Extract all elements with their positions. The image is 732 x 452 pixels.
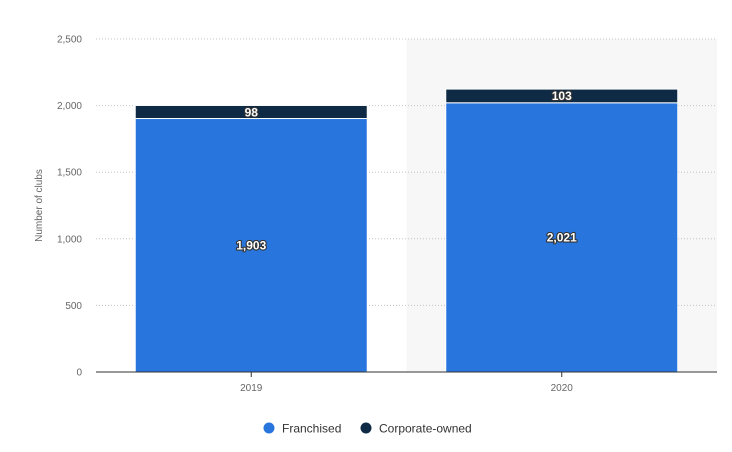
legend-marker [360,422,372,434]
y-tick-label: 1,000 [57,234,82,245]
data-label: 103 [552,89,572,103]
bar-franchised-2019 [134,118,368,373]
y-tick-label: 500 [65,301,82,312]
y-tick-label: 0 [76,368,82,379]
x-tick-label: 2019 [240,383,263,394]
y-tick-label: 1,500 [57,168,82,179]
y-tick-label: 2,000 [57,101,82,112]
y-tick-label: 2,500 [57,35,82,46]
y-axis-title: Number of clubs [34,169,45,242]
bar-corporate-owned-2019 [134,104,368,120]
x-tick-label: 2020 [551,383,574,394]
data-label: 1,903 [236,239,266,253]
legend-label: Franchised [282,422,341,436]
bar-franchised-2020 [445,102,679,373]
data-label: 2,021 [547,231,577,245]
data-label: 98 [245,105,259,119]
legend-label: Corporate-owned [379,422,472,436]
bar-corporate-owned-2020 [445,88,679,104]
legend-marker [263,422,275,434]
